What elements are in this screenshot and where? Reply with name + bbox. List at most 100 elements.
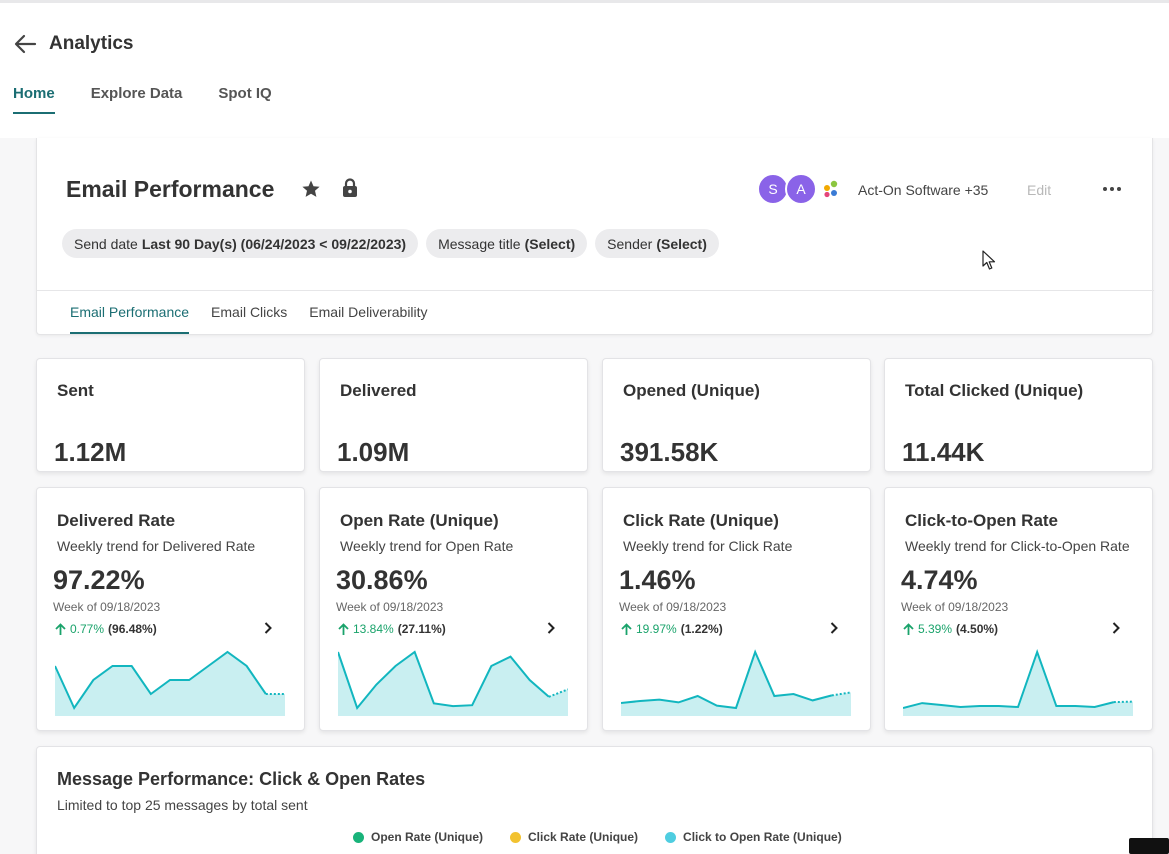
avatar[interactable]: A xyxy=(785,173,817,205)
lock-icon[interactable] xyxy=(342,178,358,198)
tab-email-clicks[interactable]: Email Clicks xyxy=(211,304,288,320)
divider xyxy=(37,290,1154,291)
trend-value: 97.22% xyxy=(53,565,145,595)
trend-delta: 5.39% (4.50%) xyxy=(903,622,998,636)
tab-explore-data[interactable]: Explore Data xyxy=(90,85,183,102)
message-performance-card: Message Performance: Click & Open Rates … xyxy=(36,746,1153,854)
arrow-up-icon xyxy=(55,622,66,635)
filter-send-date[interactable]: Send date Last 90 Day(s) (06/24/2023 < 09… xyxy=(62,229,419,258)
sparkline-area xyxy=(55,652,285,716)
sparkline-line xyxy=(903,648,1115,709)
delta-previous: (1.22%) xyxy=(680,622,723,636)
legend-label: Click Rate (Unique) xyxy=(528,830,639,844)
chevron-right-icon[interactable] xyxy=(261,621,275,635)
filter-value: (Select) xyxy=(524,235,576,252)
back-arrow-icon[interactable] xyxy=(13,33,37,55)
trend-delta: 13.84% (27.11%) xyxy=(338,622,446,636)
stat-label: Sent xyxy=(57,381,94,400)
sparkline-chart xyxy=(903,648,1133,716)
filter-label: Sender xyxy=(607,235,653,252)
stat-value: 1.09M xyxy=(337,437,410,467)
stat-value: 1.12M xyxy=(54,437,127,467)
filter-value: Last 90 Day(s) (06/24/2023 < 09/22/2023) xyxy=(141,235,407,252)
trend-title: Open Rate (Unique) xyxy=(340,511,499,530)
trend-card-open-rate[interactable]: Open Rate (Unique) Weekly trend for Open… xyxy=(319,487,588,731)
chevron-right-icon[interactable] xyxy=(544,621,558,635)
stat-card-opened[interactable]: Opened (Unique) 391.58K xyxy=(602,358,871,472)
delta-percent: 13.84% xyxy=(353,622,394,636)
trend-delta: 0.77% (96.48%) xyxy=(55,622,157,636)
dashboard-owner[interactable]: Act-On Software +35 xyxy=(858,182,989,198)
dashboard-title: Email Performance xyxy=(66,176,275,202)
stat-value: 391.58K xyxy=(620,437,719,467)
sparkline-projection xyxy=(831,691,851,697)
trend-value: 30.86% xyxy=(336,565,428,595)
legend-item-click-to-open-rate[interactable]: Click to Open Rate (Unique) xyxy=(665,830,842,844)
trend-subtitle: Weekly trend for Click-to-Open Rate xyxy=(905,538,1130,554)
legend-dot xyxy=(510,831,522,843)
sparkline-projection xyxy=(548,688,568,698)
chevron-right-icon[interactable] xyxy=(1109,621,1123,635)
trend-delta: 19.97% (1.22%) xyxy=(621,622,723,636)
trend-subtitle: Weekly trend for Click Rate xyxy=(623,538,793,554)
filter-message-title[interactable]: Message title (Select) xyxy=(426,229,588,258)
trend-card-delivered-rate[interactable]: Delivered Rate Weekly trend for Delivere… xyxy=(36,487,305,731)
trend-week: Week of 09/18/2023 xyxy=(53,600,161,614)
app-title: Analytics xyxy=(49,33,134,54)
sparkline-line xyxy=(338,650,550,711)
message-performance-subtitle: Limited to top 25 messages by total sent xyxy=(57,797,308,813)
star-icon[interactable] xyxy=(301,179,321,199)
top-bar: Analytics Home Explore Data Spot IQ xyxy=(0,0,1169,138)
filter-sender[interactable]: Sender (Select) xyxy=(595,229,719,258)
trend-week: Week of 09/18/2023 xyxy=(619,600,727,614)
stat-value: 11.44K xyxy=(902,437,985,467)
recorder-badge xyxy=(1129,838,1169,854)
sparkline-area xyxy=(621,652,851,716)
dashboard-header: Email Performance S A Act-On Software +3… xyxy=(36,138,1154,335)
trend-week: Week of 09/18/2023 xyxy=(336,600,444,614)
arrow-up-icon xyxy=(903,622,914,635)
trend-subtitle: Weekly trend for Delivered Rate xyxy=(57,538,256,554)
stat-label: Total Clicked (Unique) xyxy=(905,381,1084,400)
filter-value: (Select) xyxy=(656,235,707,252)
filter-label: Send date xyxy=(74,235,138,252)
tab-email-deliverability[interactable]: Email Deliverability xyxy=(309,304,428,320)
filter-label: Message title xyxy=(438,235,521,252)
more-options-icon[interactable] xyxy=(1101,180,1123,198)
legend-label: Open Rate (Unique) xyxy=(371,830,484,844)
stat-card-sent[interactable]: Sent 1.12M xyxy=(36,358,305,472)
stat-card-delivered[interactable]: Delivered 1.09M xyxy=(319,358,588,472)
arrow-up-icon xyxy=(621,622,632,635)
trend-value: 1.46% xyxy=(619,565,696,595)
legend-item-open-rate[interactable]: Open Rate (Unique) xyxy=(353,830,483,844)
message-performance-title: Message Performance: Click & Open Rates xyxy=(57,769,426,789)
tab-email-performance[interactable]: Email Performance xyxy=(70,304,190,334)
stat-label: Opened (Unique) xyxy=(623,381,760,400)
sparkline-area xyxy=(903,652,1133,716)
chevron-right-icon[interactable] xyxy=(827,621,841,635)
tab-home[interactable]: Home xyxy=(13,85,55,114)
trend-week: Week of 09/18/2023 xyxy=(901,600,1009,614)
trend-card-click-to-open-rate[interactable]: Click-to-Open Rate Weekly trend for Clic… xyxy=(884,487,1153,731)
sparkline-chart xyxy=(55,650,285,716)
delta-previous: (96.48%) xyxy=(108,622,157,636)
legend-label: Click to Open Rate (Unique) xyxy=(683,830,842,844)
trend-card-click-rate[interactable]: Click Rate (Unique) Weekly trend for Cli… xyxy=(602,487,871,731)
sparkline-line xyxy=(621,649,833,710)
delta-percent: 19.97% xyxy=(636,622,677,636)
delta-previous: (4.50%) xyxy=(956,622,999,636)
chart-legend: Open Rate (Unique) Click Rate (Unique) C… xyxy=(353,830,869,844)
act-on-logo-icon xyxy=(824,180,838,198)
trend-title: Click Rate (Unique) xyxy=(623,511,779,530)
sparkline-line xyxy=(55,650,267,711)
sparkline-chart xyxy=(621,649,851,716)
stat-card-total-clicked[interactable]: Total Clicked (Unique) 11.44K xyxy=(884,358,1153,472)
tab-spot-iq[interactable]: Spot IQ xyxy=(218,85,272,102)
top-tab-bar: Home Explore Data Spot IQ xyxy=(13,85,308,114)
delta-percent: 5.39% xyxy=(918,622,953,636)
edit-button[interactable]: Edit xyxy=(1027,182,1052,198)
stat-label: Delivered xyxy=(340,381,417,400)
trend-value: 4.74% xyxy=(901,565,978,595)
legend-dot xyxy=(353,831,364,843)
legend-item-click-rate[interactable]: Click Rate (Unique) xyxy=(510,830,638,844)
